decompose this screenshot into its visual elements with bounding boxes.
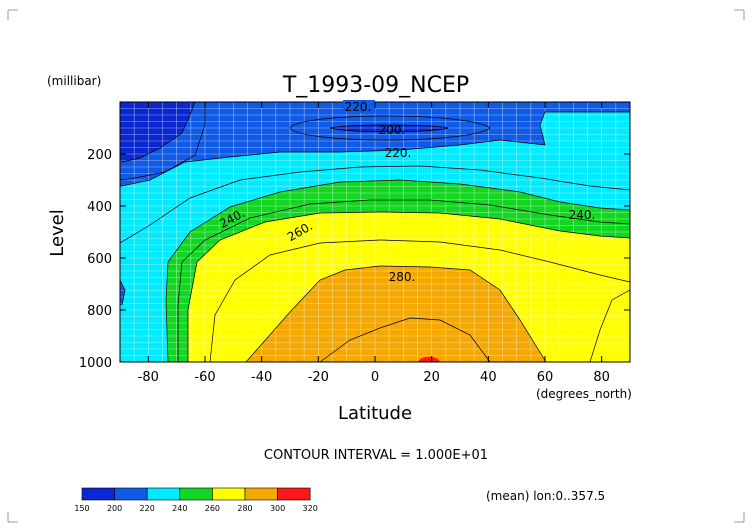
x-tick-label: 60 [537, 370, 554, 385]
contour-label-200: 200. [379, 123, 406, 137]
fill-300-320 [418, 356, 440, 362]
contour-lines [120, 102, 630, 362]
y-axis-label: Level [47, 209, 68, 257]
contour-line-230 [120, 165, 630, 244]
contour-line-260 [187, 211, 630, 362]
contour-label-220-top: 220. [345, 100, 372, 114]
x-tick-label: 80 [593, 370, 610, 385]
colorbar: 150 200 220 240 260 280 300 320 [74, 487, 318, 513]
colorbar-tick-label: 300 [270, 504, 285, 513]
x-tick-label: 0 [371, 370, 379, 385]
contour-label-280: 280. [389, 270, 416, 284]
colorbar-tick-label: 240 [172, 504, 187, 513]
x-tick-label: -80 [138, 370, 159, 385]
fill-280-300 [246, 266, 546, 362]
x-tick-label: -20 [308, 370, 329, 385]
y-tick-label: 800 [87, 304, 112, 319]
contour-line-290 [319, 317, 491, 362]
y-tick-label: 1000 [79, 356, 112, 371]
mean-info-text: (mean) lon:0..357.5 [486, 489, 605, 503]
x-tick-label: 40 [480, 370, 497, 385]
contour-label-240-right: 240. [569, 208, 596, 222]
contour-line-240-right [589, 289, 630, 362]
contour-line-210-left [120, 102, 206, 181]
x-tick-label: -40 [251, 370, 272, 385]
colorbar-swatch [277, 487, 311, 501]
colorbar-tick-label: 220 [140, 504, 155, 513]
contour-line-220 [120, 111, 630, 187]
corner-marks [7, 9, 745, 523]
y-unit-label: (millibar) [47, 74, 101, 88]
colorbar-swatch [179, 487, 213, 501]
contour-line-280 [245, 265, 547, 362]
contour-line-240 [165, 179, 630, 362]
x-axis-ticks: -80 -60 -40 -20 0 20 40 60 80 [138, 102, 610, 385]
colorbar-swatch [212, 487, 246, 501]
colorbar-swatch [146, 487, 181, 501]
colorbar-tick-label: 260 [205, 504, 220, 513]
y-tick-label: 400 [87, 200, 112, 215]
colorbar-tick-label: 150 [74, 504, 89, 513]
colorbar-swatch [114, 487, 148, 501]
x-tick-label: -60 [194, 370, 215, 385]
colorbar-swatch [244, 487, 278, 501]
contour-line-200-left [121, 102, 196, 163]
chart-title: T_1993-09_NCEP [282, 73, 469, 98]
y-axis-ticks: 200 400 600 800 1000 [79, 148, 630, 371]
contour-line-210-left-small [120, 279, 126, 306]
contour-line-210-center [289, 115, 491, 141]
colorbar-tick-label: 280 [237, 504, 252, 513]
colorbar-tick-label: 320 [303, 504, 318, 513]
contour-line-200-center [329, 124, 449, 133]
fill-below-200-left [120, 102, 195, 162]
y-tick-label: 200 [87, 148, 112, 163]
x-tick-label: 20 [423, 370, 440, 385]
contour-interval-text: CONTOUR INTERVAL = 1.000E+01 [264, 448, 488, 463]
x-unit-label: (degrees_north) [536, 387, 632, 401]
x-axis-label: Latitude [338, 403, 412, 424]
contour-label-220-mid: 220. [385, 146, 412, 160]
colorbar-tick-label: 200 [107, 504, 122, 513]
colorbar-swatch [81, 487, 115, 501]
contour-line-250 [177, 199, 630, 362]
fill-small-left-blue [120, 280, 125, 305]
y-tick-label: 600 [87, 252, 112, 267]
contour-line-270 [209, 239, 630, 362]
grid-lines [120, 102, 630, 362]
